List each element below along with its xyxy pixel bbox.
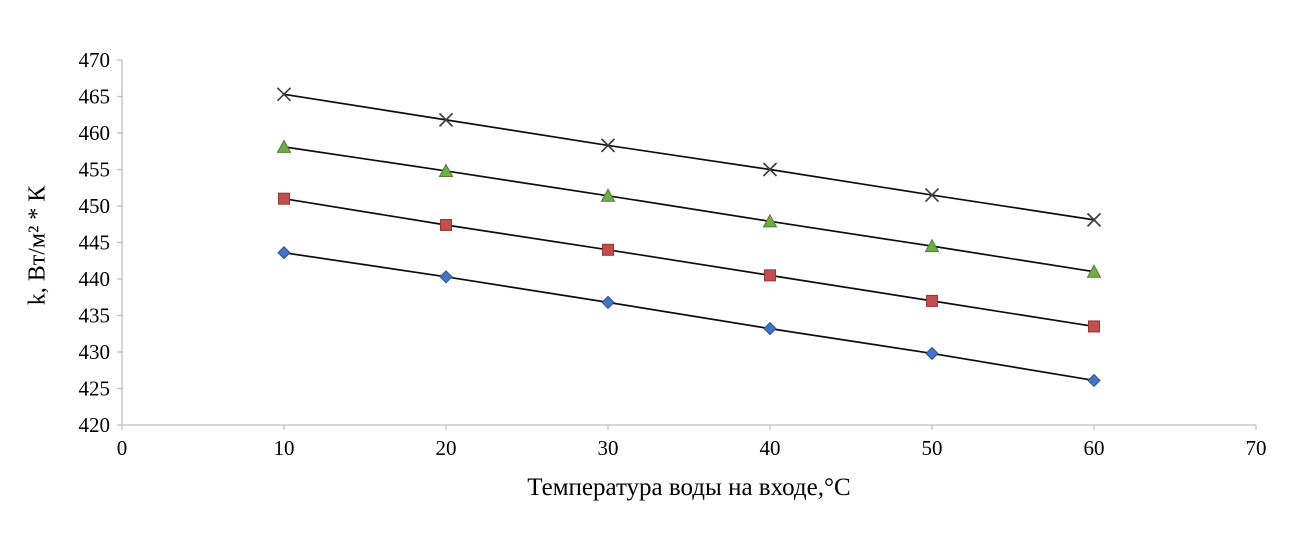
marker-triangle-icon — [600, 188, 616, 202]
x-axis-tick-label: 60 — [1084, 436, 1105, 460]
marker-square-icon — [764, 269, 776, 282]
x-axis-tick-label: 0 — [117, 436, 128, 460]
y-axis-tick-label: 450 — [79, 194, 111, 218]
marker-diamond-icon — [601, 295, 615, 310]
marker-triangle-icon — [1086, 264, 1102, 278]
y-axis-title: k, Вт/м² * К — [24, 185, 51, 306]
marker-square-icon — [1088, 320, 1100, 333]
marker-x-cross-icon — [1086, 212, 1102, 227]
y-axis-tick-label: 460 — [79, 121, 111, 145]
x-axis-tick-label: 30 — [598, 436, 619, 460]
marker-triangle-icon — [438, 163, 454, 177]
series-line-diamond — [283, 251, 1095, 382]
marker-triangle-icon — [924, 238, 940, 253]
marker-diamond-icon — [763, 321, 777, 336]
marker-triangle-icon — [276, 139, 292, 153]
y-axis-tick-label: 435 — [79, 304, 111, 328]
x-axis-tick-label: 50 — [922, 436, 943, 460]
y-axis-tick-label: 425 — [79, 377, 111, 401]
x-axis-title: Температура воды на входе,°С — [527, 474, 851, 501]
y-axis-tick-label: 470 — [79, 48, 111, 72]
y-axis-tick-label: 455 — [79, 158, 111, 182]
marker-diamond-icon — [925, 346, 939, 361]
y-axis-tick-label: 420 — [79, 413, 111, 437]
marker-x-cross-icon — [276, 87, 292, 102]
marker-x-cross-icon — [438, 112, 454, 127]
marker-x-cross-icon — [762, 162, 778, 177]
marker-diamond-icon — [439, 270, 453, 284]
marker-square-icon — [602, 243, 614, 256]
x-axis-tick-label: 10 — [274, 436, 295, 460]
marker-x-cross-icon — [600, 138, 616, 153]
x-axis-tick-label: 70 — [1246, 436, 1267, 460]
y-axis-tick-label: 445 — [79, 231, 111, 255]
series-line-square — [283, 197, 1095, 328]
marker-x-cross-icon — [924, 187, 940, 203]
marker-diamond-icon — [277, 246, 291, 260]
marker-square-icon — [926, 294, 938, 307]
marker-square-icon — [278, 192, 290, 205]
y-axis-tick-label: 465 — [79, 85, 111, 109]
series-line-x-cross — [283, 93, 1095, 221]
x-axis-tick-label: 40 — [760, 436, 781, 460]
series-line-triangle — [283, 146, 1095, 273]
y-axis-tick-label: 440 — [79, 267, 111, 291]
marker-diamond-icon — [1087, 373, 1101, 388]
x-axis-tick-label: 20 — [436, 436, 457, 460]
y-axis-tick-label: 430 — [79, 340, 111, 364]
marker-triangle-icon — [762, 213, 778, 228]
marker-square-icon — [440, 218, 452, 231]
